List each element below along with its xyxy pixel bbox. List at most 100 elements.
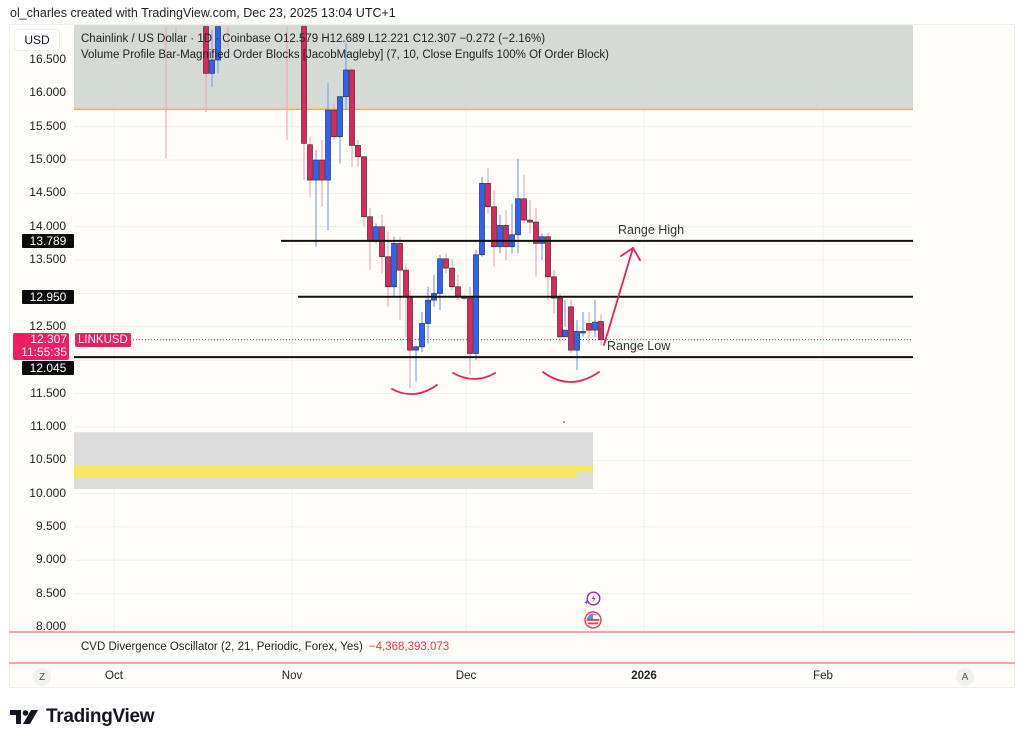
price-tick-label: 12.500 [29, 318, 66, 333]
range-high-price-tag: 13.789 [22, 234, 74, 248]
candles[interactable] [165, 20, 604, 389]
zoom-reset-button[interactable]: Z [33, 668, 51, 686]
time-tick-label: 2026 [631, 670, 657, 682]
candle-body[interactable] [319, 159, 325, 181]
swing-low-arc [452, 372, 496, 380]
price-tick-label: 15.500 [29, 118, 66, 133]
current-price: 12.307 [30, 332, 67, 346]
volume-profile-bar [74, 465, 593, 472]
candle-body[interactable] [403, 269, 409, 298]
candle-body[interactable] [533, 221, 539, 244]
candle-body[interactable] [407, 296, 413, 351]
time-tick-label: Nov [281, 670, 303, 682]
time-tick-label: Feb [813, 670, 833, 682]
price-tick-label: 13.500 [29, 252, 66, 267]
range-low-price-tag: 12.045 [22, 361, 74, 375]
chart-legend: Chainlink / US Dollar · 1D · Coinbase O1… [81, 31, 609, 63]
candle-body[interactable] [215, 26, 221, 61]
candle-body[interactable] [307, 144, 313, 181]
candle-body[interactable] [580, 331, 586, 334]
candle-body[interactable] [485, 183, 491, 208]
time-tick-label: Dec [455, 670, 477, 682]
price-tick-label: 8.000 [35, 618, 66, 633]
indicator-legend[interactable]: Volume Profile Bar-Magnified Order Block… [81, 49, 609, 61]
symbol-legend[interactable]: Chainlink / US Dollar · 1D · Coinbase O1… [81, 33, 546, 45]
price-tick-label: 11.500 [30, 385, 66, 400]
candle-body[interactable] [497, 225, 503, 248]
candle-body[interactable] [391, 243, 397, 288]
candle-body[interactable] [557, 297, 563, 338]
candle-body[interactable] [355, 145, 361, 158]
candle-body[interactable] [443, 258, 449, 269]
price-tick-label: 10.500 [29, 452, 66, 467]
candle-body[interactable] [455, 286, 461, 298]
candle-body[interactable] [598, 321, 604, 341]
tradingview-logo-icon [10, 710, 38, 724]
candle-body[interactable] [397, 243, 403, 271]
target-arrow-head [620, 247, 641, 261]
price-tick-label: 16.500 [29, 52, 66, 66]
price-tick-label: 9.000 [35, 552, 66, 567]
candle-body[interactable] [413, 346, 419, 351]
chart-caption: ol_charles created with TradingView.com,… [10, 6, 396, 20]
range-high-label[interactable]: Range High [618, 223, 685, 237]
price-tick-label: 14.000 [29, 218, 66, 233]
candle-body[interactable] [551, 276, 557, 299]
marker-dot [563, 421, 565, 423]
candle-body[interactable] [325, 109, 331, 181]
us-economic-event-icon[interactable] [584, 611, 602, 629]
range-low-label[interactable]: Range Low [607, 339, 671, 353]
candle-body[interactable] [479, 183, 485, 256]
auto-scale-button[interactable]: A [956, 668, 974, 686]
oscillator-legend[interactable]: CVD Divergence Oscillator (2, 21, Period… [81, 641, 449, 653]
candle-body[interactable] [361, 156, 367, 218]
swing-low-arc [542, 371, 600, 383]
candle-body[interactable] [337, 96, 343, 138]
candle-body[interactable] [592, 321, 598, 331]
candle-body[interactable] [521, 198, 527, 221]
candle-body[interactable] [568, 306, 574, 351]
candle-body[interactable] [586, 323, 592, 331]
candle-body[interactable] [527, 219, 533, 223]
candle-body[interactable] [467, 297, 473, 354]
candle-body[interactable] [473, 254, 479, 354]
candle-body[interactable] [449, 267, 455, 288]
candle-body[interactable] [209, 59, 215, 74]
candle-body[interactable] [425, 299, 431, 324]
candle-body[interactable] [331, 109, 337, 138]
price-tick-label: 9.500 [35, 518, 66, 533]
current-price-tag: 12.307 11:55:35 [13, 333, 69, 360]
candle-body[interactable] [313, 159, 319, 181]
oscillator-value: −4,368,393.073 [368, 641, 450, 653]
swing-low-arc [391, 384, 438, 395]
time-tick-label: Oct [105, 670, 123, 682]
price-tick-label: 8.500 [35, 585, 66, 600]
candle-body[interactable] [367, 216, 373, 242]
candle-body[interactable] [574, 331, 580, 351]
volume-profile-bar [74, 472, 577, 478]
candle-body[interactable] [385, 256, 391, 288]
candle-body[interactable] [545, 236, 551, 278]
candle-body[interactable] [515, 198, 521, 236]
candle-body[interactable] [503, 225, 509, 248]
candle-body[interactable] [343, 69, 349, 98]
candle-body[interactable] [349, 69, 355, 146]
currency-button[interactable]: USD [14, 29, 60, 51]
price-tick-label: 10.000 [29, 485, 66, 500]
ai-lightning-icon[interactable] [583, 590, 601, 608]
candle-body[interactable] [373, 226, 379, 242]
price-tick-label: 15.000 [29, 152, 66, 167]
bar-countdown: 11:55:35 [21, 345, 67, 359]
candle-body[interactable] [419, 323, 425, 348]
candle-body[interactable] [491, 206, 497, 248]
oscillator-label: CVD Divergence Oscillator (2, 21, Period… [81, 641, 363, 653]
chart-frame [9, 24, 1015, 688]
tradingview-logo: TradingView [10, 706, 155, 728]
tradingview-wordmark: TradingView [46, 706, 155, 727]
candle-body[interactable] [562, 329, 568, 338]
candle-body[interactable] [437, 258, 443, 294]
candle-body[interactable] [203, 26, 209, 74]
candle-body[interactable] [301, 26, 307, 144]
symbol-tag: LINKUSD [75, 333, 131, 347]
